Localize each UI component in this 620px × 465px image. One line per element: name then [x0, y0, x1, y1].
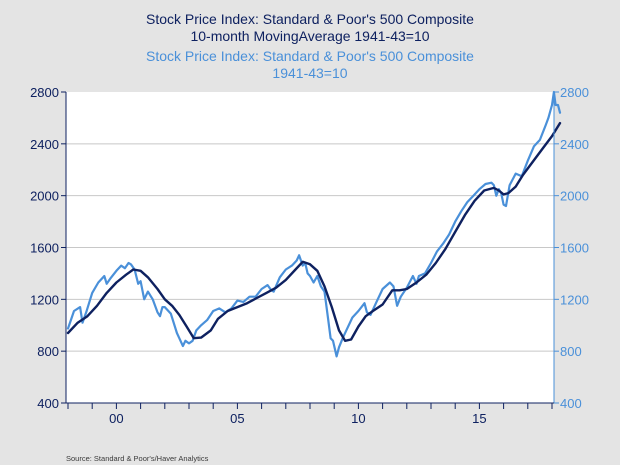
left-tick-label-2400: 2400	[30, 137, 59, 152]
chart-title-line-2: 10-month MovingAverage 1941-43=10	[190, 28, 429, 44]
right-tick-label-2000: 2000	[560, 189, 589, 204]
left-tick-label-1600: 1600	[30, 241, 59, 256]
right-tick-label-2800: 2800	[560, 85, 589, 100]
x-tick-label-05: 05	[230, 411, 244, 426]
right-tick-label-400: 400	[560, 396, 582, 411]
x-tick-label-15: 15	[472, 411, 486, 426]
right-tick-label-2400: 2400	[560, 137, 589, 152]
sp500-index-line	[66, 90, 562, 358]
x-tick-label-00: 00	[109, 411, 123, 426]
series-lines	[66, 90, 562, 358]
source-note: Source: Standard & Poor's/Haver Analytic…	[66, 454, 209, 463]
left-tick-label-1200: 1200	[30, 292, 59, 307]
left-tick-label-800: 800	[37, 344, 59, 359]
x-axis: 00 05 10 15	[67, 403, 553, 426]
right-tick-label-800: 800	[560, 344, 582, 359]
left-tick-label-2800: 2800	[30, 85, 59, 100]
chart-subtitle-line-2: 1941-43=10	[272, 65, 347, 81]
right-y-axis: 2800 2400 2000 1600 1200 800 400	[554, 85, 589, 411]
left-tick-label-2000: 2000	[30, 189, 59, 204]
gridlines	[66, 143, 554, 352]
left-y-axis: 2800 2400 2000 1600 1200 800 400	[30, 85, 66, 411]
x-tick-label-10: 10	[351, 411, 365, 426]
left-tick-label-400: 400	[37, 396, 59, 411]
right-tick-label-1200: 1200	[560, 292, 589, 307]
chart-subtitle-line-1: Stock Price Index: Standard & Poor's 500…	[146, 48, 474, 64]
chart-title-line-1: Stock Price Index: Standard & Poor's 500…	[146, 11, 474, 27]
moving-average-line	[66, 121, 562, 342]
right-tick-label-1600: 1600	[560, 241, 589, 256]
